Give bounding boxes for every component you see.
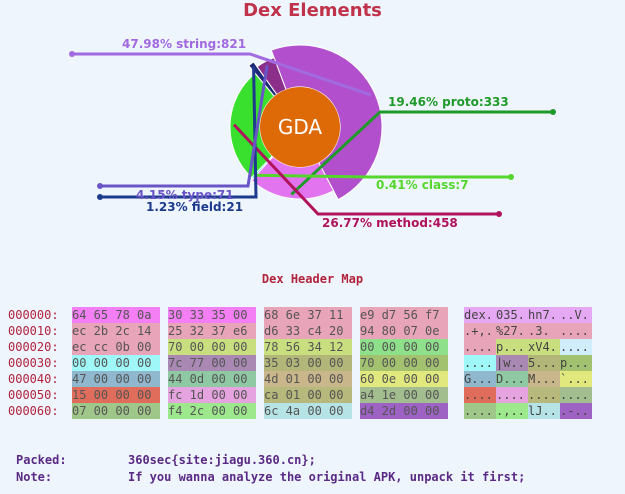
hex-cell: 78 56 34 12 [264,339,352,355]
hex-cell: fc 1d 00 00 [168,387,256,403]
chart-title: Dex Elements [243,0,382,21]
ascii-cell: 5... [528,355,560,371]
slice-label-class: 0.41% class:7 [376,178,469,192]
hex-cell: 35 03 00 00 [264,355,352,371]
leader-string [72,52,372,97]
ascii-cell: |w.. [496,355,528,371]
slice-label-method: 26.77% method:458 [322,216,458,230]
ascii-cell: 035. [496,307,528,323]
hex-cell: 47 00 00 00 [72,371,160,387]
hex-cell: 44 0d 00 00 [168,371,256,387]
ascii-cell: .... [464,355,496,371]
ascii-cell: D... [496,371,528,387]
ascii-cell: dex. [464,307,496,323]
leader-class [254,173,511,179]
ascii-cell: .... [464,339,496,355]
leader-dot-string [69,51,75,57]
hex-offset: 000010: [8,324,59,338]
hex-cell: d6 33 c4 20 [264,323,352,339]
hex-cell: ca 01 00 00 [264,387,352,403]
leader-method [232,123,499,216]
slice-label-string: 47.98% string:821 [122,37,246,51]
ascii-cell: ..V. [560,307,592,323]
ascii-cell: .... [528,387,560,403]
ascii-cell: .+,. [464,323,496,339]
hex-cell: 6c 4a 00 00 [264,403,352,419]
hex-cell: 25 32 37 e6 [168,323,256,339]
slice-label-field: 1.23% field:21 [146,200,243,214]
note-info: Note: If you wanna analyze the original A… [16,470,525,484]
hex-cell: 94 80 07 0e [360,323,448,339]
ascii-cell: .... [560,323,592,339]
packed-value: 360sec{site:jiagu.360.cn}; [128,453,316,467]
hex-offset: 000020: [8,340,59,354]
hex-cell: 70 00 00 00 [168,339,256,355]
packed-key: Packed: [16,453,67,467]
leader-dot-field [97,194,103,200]
leader-dot-method [496,211,502,217]
ascii-cell: .... [560,339,592,355]
packed-info: Packed: 360sec{site:jiagu.360.cn}; [16,453,316,467]
hex-cell: a4 1e 00 00 [360,387,448,403]
hex-offset: 000000: [8,308,59,322]
hex-cell: 64 65 78 0a [72,307,160,323]
hex-offset: 000060: [8,404,59,418]
hex-row: 000010: ec 2b 2c 14 25 32 37 e6 d6 33 c4 20… [8,323,608,339]
hex-row: 000000: 64 65 78 0a 30 33 35 00 68 6e 37 11… [8,307,608,323]
ascii-cell: `... [560,371,592,387]
ascii-cell: .... [464,387,496,403]
hex-cell: 30 33 35 00 [168,307,256,323]
hex-cell: 70 00 00 00 [360,355,448,371]
hex-cell: 4d 01 00 00 [264,371,352,387]
leader-field [100,66,258,199]
hex-map-title: Dex Header Map [261,272,364,286]
ascii-cell: %27. [496,323,528,339]
hex-cell: 00 00 00 00 [72,355,160,371]
ascii-cell: p... [560,355,592,371]
hex-row: 000030: 00 00 00 00 7c 77 00 00 35 03 00 00… [8,355,608,371]
ascii-cell: .... [464,403,496,419]
ascii-cell: xV4. [528,339,560,355]
hex-row: 000020: ec cc 0b 00 70 00 00 00 78 56 34 12… [8,339,608,355]
hex-row: 000060: 07 00 00 00 f4 2c 00 00 6c 4a 00 00… [8,403,608,419]
ascii-cell: lJ.. [528,403,560,419]
ascii-cell: .3. [528,323,560,339]
hex-cell: ec cc 0b 00 [72,339,160,355]
hex-cell: 68 6e 37 11 [264,307,352,323]
dex-elements-donut-chart: GDA 47.98% string:821 19.46% proto:333 0.41… [69,37,556,230]
hex-row: 000050: 15 00 00 00 fc 1d 00 00 ca 01 00 00… [8,387,608,403]
slice-label-type: 4.15% type:71 [136,188,234,202]
ascii-cell: M... [528,371,560,387]
hex-offset: 000050: [8,388,59,402]
hex-cell: ec 2b 2c 14 [72,323,160,339]
ascii-cell: hn7. [528,307,560,323]
ascii-cell: .... [496,387,528,403]
leader-proto [290,110,553,196]
leader-dot-proto [550,109,556,115]
hex-cell: 00 00 00 00 [360,339,448,355]
leader-dot-type [97,183,103,189]
leader-dot-class [508,174,514,180]
hex-cell: f4 2c 00 00 [168,403,256,419]
ascii-cell: .-.. [560,403,592,419]
slice-label-proto: 19.46% proto:333 [388,95,509,109]
hex-cell: 60 0e 00 00 [360,371,448,387]
ascii-cell: G... [464,371,496,387]
hex-cell: 07 00 00 00 [72,403,160,419]
ascii-cell: .... [560,387,592,403]
hex-offset: 000030: [8,356,59,370]
ascii-cell: .,.. [496,403,528,419]
center-label: GDA [278,115,323,139]
hex-cell: 15 00 00 00 [72,387,160,403]
center-circle [260,87,340,167]
hex-offset: 000040: [8,372,59,386]
hex-row: 000040: 47 00 00 00 44 0d 00 00 4d 01 00 00… [8,371,608,387]
ascii-cell: p... [496,339,528,355]
hex-cell: 7c 77 00 00 [168,355,256,371]
hex-cell: e9 d7 56 f7 [360,307,448,323]
hex-cell: d4 2d 00 00 [360,403,448,419]
leader-type [100,64,269,188]
note-value: If you wanna analyze the original APK, u… [128,470,526,484]
note-key: Note: [16,470,53,484]
